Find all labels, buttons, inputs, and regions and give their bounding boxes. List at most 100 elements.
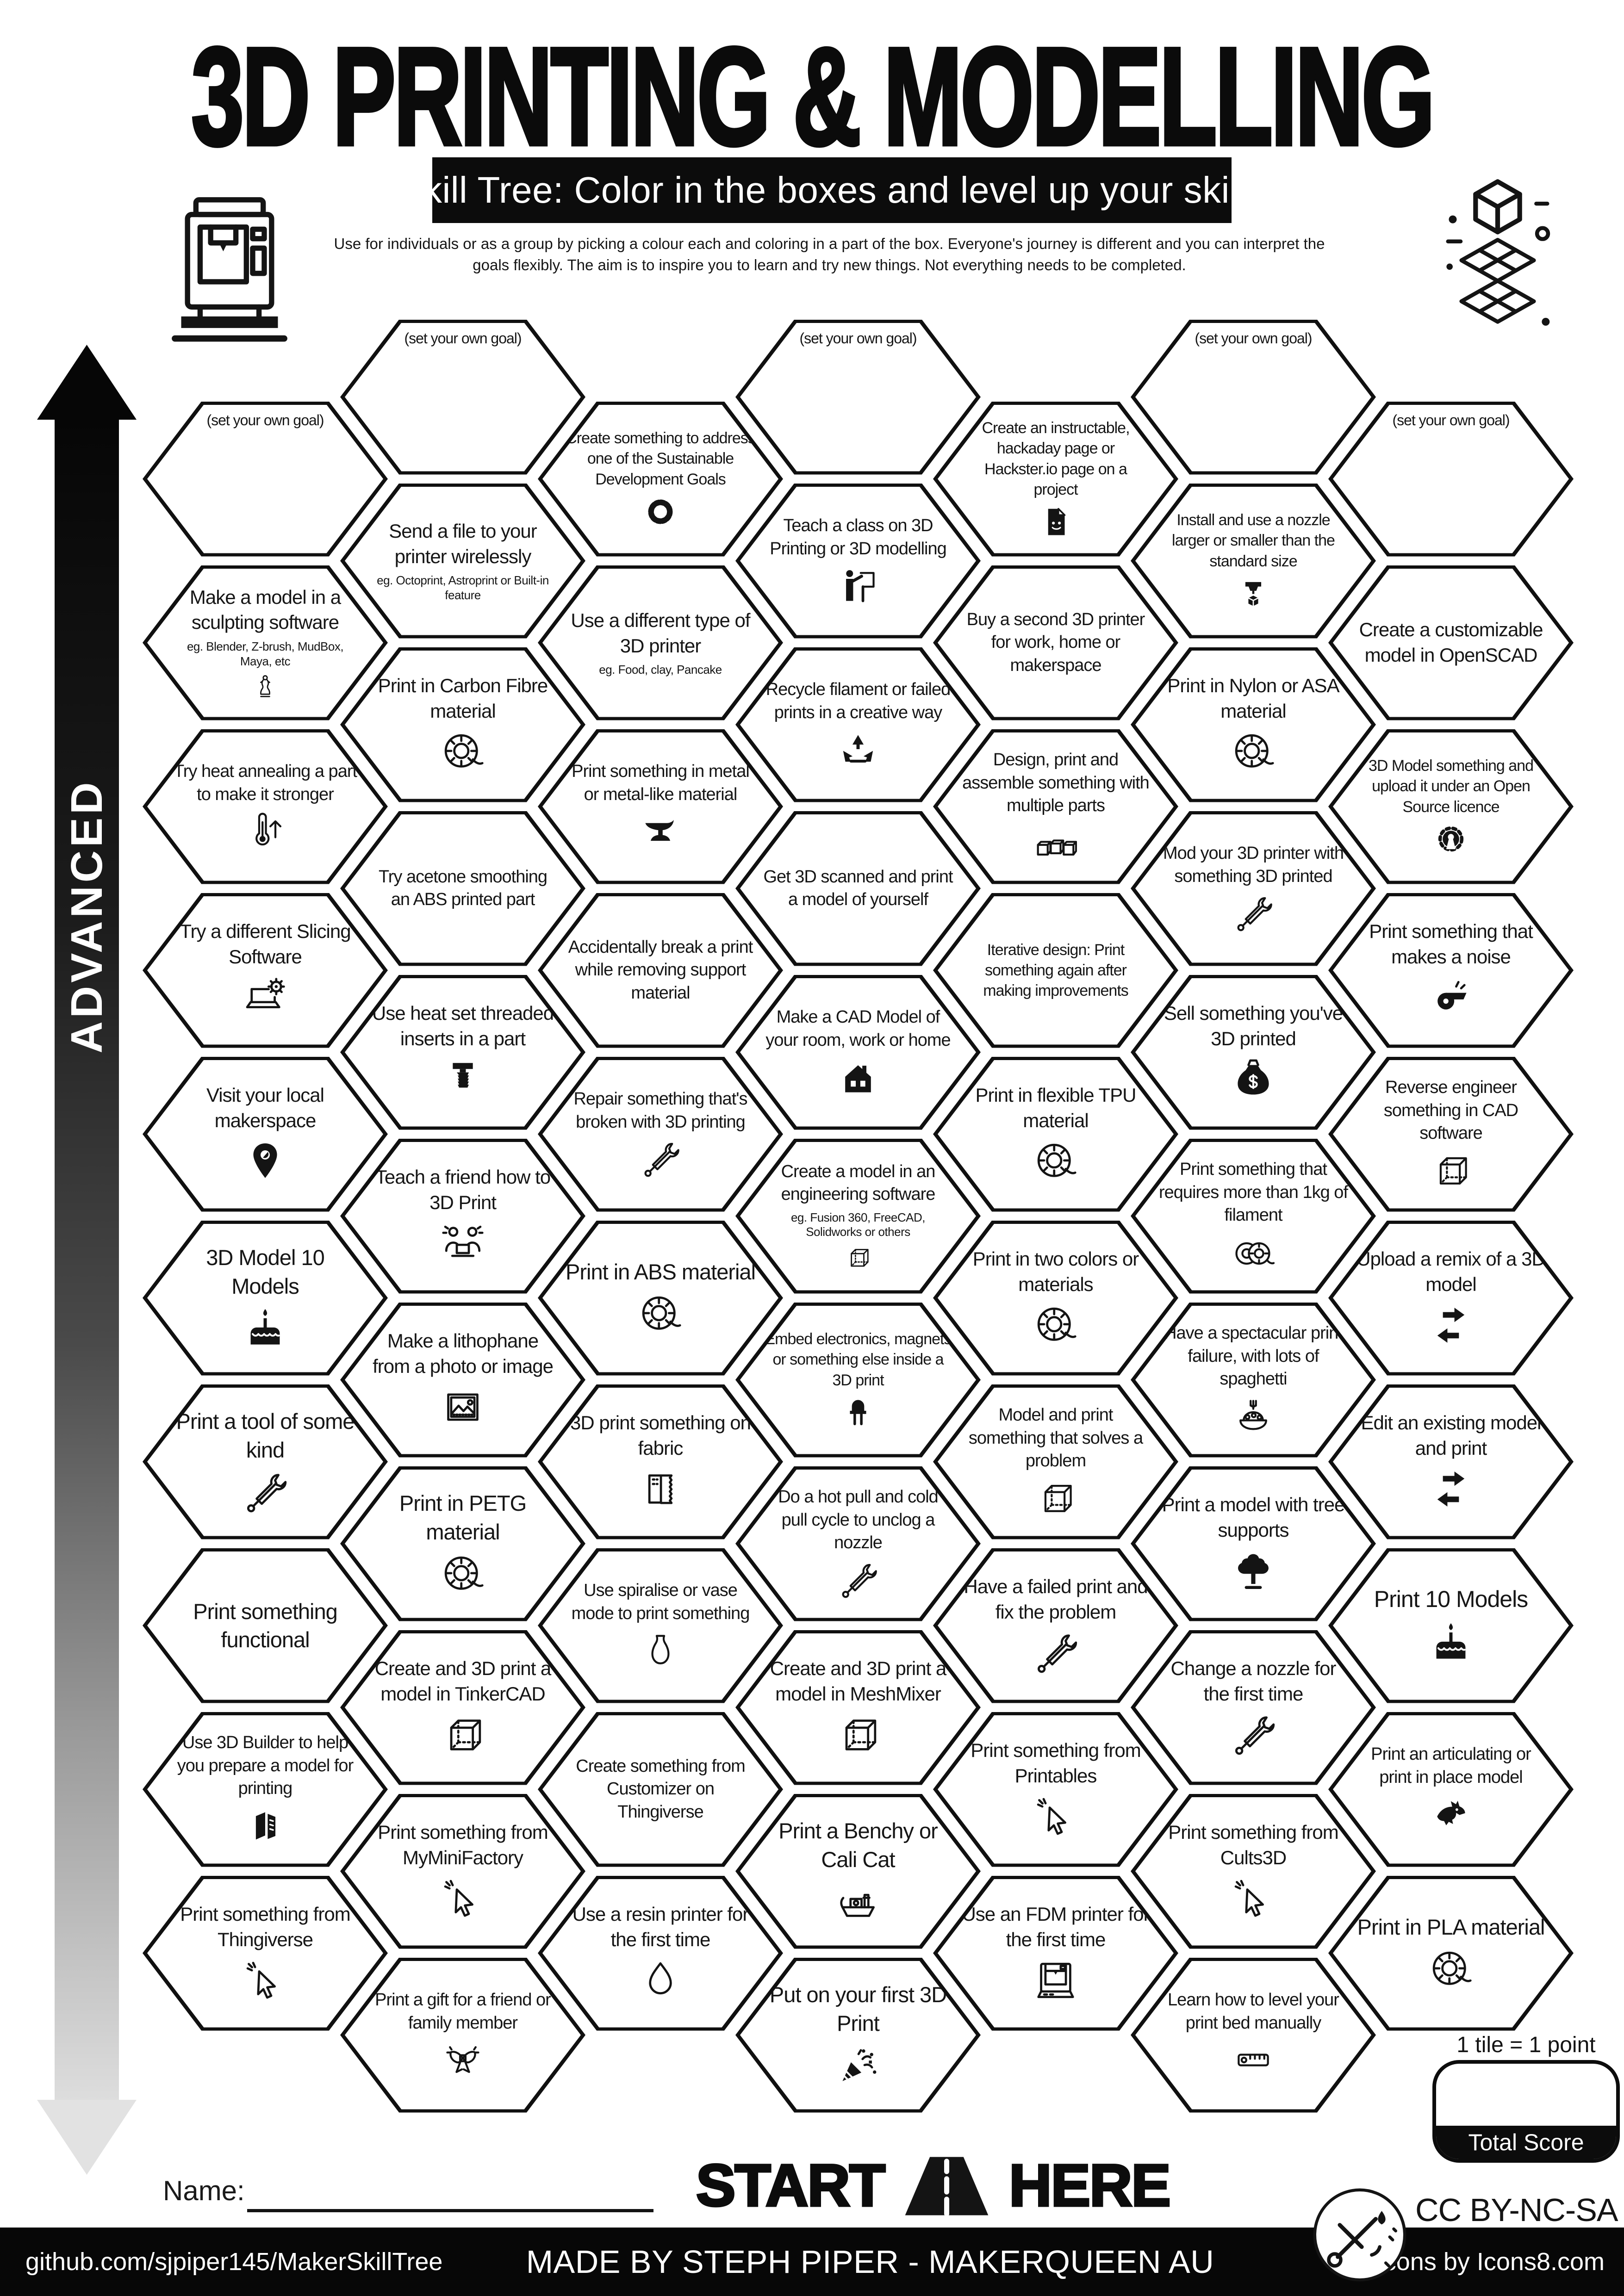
house-icon [837, 1056, 879, 1098]
hex-tile-A3: Try heat annealing a part to make it str… [143, 729, 388, 884]
hex-label: 3D print something on fabric [570, 1411, 751, 1459]
cube-dotted-icon [1430, 1149, 1472, 1192]
hex-label: Print something from Cults3D [1168, 1821, 1338, 1868]
hex-label: Design, print and assemble something wit… [962, 750, 1150, 816]
total-score-box: Total Score [1432, 2060, 1620, 2163]
hex-label: Send a file to your printer wirelessly [389, 520, 537, 567]
hex-tile-E4: Iterative design: Print something again … [933, 893, 1178, 1048]
statue-icon [251, 673, 279, 701]
hex-tile-D10: Print a Benchy or Cali Cat [735, 1793, 981, 1949]
hex-tile-F1: (set your own goal) [1131, 319, 1376, 475]
score-note: 1 tile = 1 point [1456, 2033, 1596, 2057]
hex-tile-D11: Put on your first 3D Print [735, 1957, 981, 2113]
hex-label: Try a different Slicing Software [180, 920, 351, 968]
hex-tile-F10: Print something from Cults3D [1131, 1793, 1376, 1949]
hex-label: Print in flexible TPU material [975, 1084, 1136, 1131]
hex-label: Create and 3D print a model in MeshMixer [770, 1657, 947, 1705]
hex-tile-F2: Install and use a nozzle larger or small… [1131, 483, 1376, 639]
hex-label: Iterative design: Print something again … [983, 941, 1129, 1000]
tools-icon [837, 1559, 879, 1601]
recycle-icon [837, 728, 879, 771]
hex-tile-B9: Create and 3D print a model in TinkerCAD [340, 1630, 585, 1785]
hex-tile-B6: Teach a friend how to 3D Print [340, 1138, 585, 1294]
map-pin-icon [241, 1137, 289, 1185]
hex-tile-A6: 3D Model 10 Models [143, 1220, 388, 1376]
hex-tile-C7: 3D print something on fabric [538, 1384, 783, 1539]
hex-label: Print in two colors or materials [972, 1247, 1139, 1295]
hex-tile-D5: Make a CAD Model of your room, work or h… [735, 974, 981, 1130]
whistle-icon [1427, 974, 1475, 1022]
hex-label: Make a CAD Model of your room, work or h… [765, 1007, 951, 1050]
hex-label: Print in Nylon or ASA material [1167, 674, 1339, 722]
maker-badge-icon [1310, 2185, 1410, 2285]
3d-lattice-icon [1415, 172, 1580, 357]
hex-tile-B2: Send a file to your printer wirelessly eg… [340, 483, 585, 639]
hex-tile-G7: Edit an existing model and print [1328, 1384, 1574, 1539]
hex-label: Change a nozzle for the first time [1170, 1657, 1337, 1705]
sdg-wheel-icon [642, 494, 678, 530]
hex-tile-D3: Recycle filament or failed prints in a c… [735, 647, 981, 802]
cubes-three-icon [1034, 822, 1077, 864]
tools-icon [241, 1468, 289, 1516]
hex-label: Accidentally break a print while removin… [568, 937, 753, 1003]
hex-label: Print a gift for a friend or family memb… [375, 1990, 551, 2033]
hex-label: Print something that makes a noise [1369, 920, 1533, 968]
axis-gradient-shaft [55, 414, 119, 2105]
license-text: CC BY-NC-SA 4.0 [1415, 2192, 1624, 2228]
hex-label: Print 10 Models [1374, 1586, 1528, 1612]
hex-label: Visit your local makerspace [206, 1084, 324, 1131]
level-ruler-icon [1232, 2039, 1275, 2081]
tools-icon [1232, 892, 1275, 935]
filament-spool-icon [636, 1290, 684, 1338]
hex-label: Recycle filament or failed prints in a c… [765, 680, 951, 722]
hex-label: Print in PETG material [399, 1491, 527, 1544]
hex-tile-B3: Print in Carbon Fibre material [340, 647, 585, 802]
hex-label: Print a Benchy or Cali Cat [778, 1818, 938, 1872]
filament-spool-icon [1032, 1301, 1080, 1349]
hex-tile-A5: Visit your local makerspace [143, 1056, 388, 1212]
hex-tile-D4: Get 3D scanned and print a model of your… [735, 811, 981, 966]
hex-label: Do a hot pull and cold pull cycle to unc… [778, 1487, 939, 1553]
tools-icon [1032, 1629, 1080, 1677]
hex-label: Sell something you've 3D printed [1164, 1002, 1343, 1049]
hex-tile-B1: (set your own goal) [340, 319, 585, 475]
hex-tile-F6: Print something that requires more than … [1131, 1138, 1376, 1294]
hex-label: Create a customizable model in OpenSCAD [1359, 619, 1543, 666]
difficulty-axis: ADVANCED BASICS [37, 345, 137, 2296]
hex-tile-G5: Reverse engineer something in CAD softwa… [1328, 1056, 1574, 1212]
filament-spool-icon [439, 728, 487, 776]
hex-label: Have a failed print and fix the problem [964, 1575, 1148, 1623]
hex-label: Print something that requires more than … [1158, 1160, 1348, 1225]
hex-tile-C10: Use a resin printer for the first time [538, 1875, 783, 2031]
spaghetti-bowl-icon [1232, 1395, 1275, 1438]
hex-tile-E1: Create an instructable, hackaday page or… [933, 401, 1178, 557]
hex-label: Print a model with tree supports [1162, 1493, 1345, 1541]
hex-tile-B11: Print a gift for a friend or family memb… [340, 1957, 585, 2113]
hex-tile-D9: Create and 3D print a model in MeshMixer [735, 1630, 981, 1785]
3d-printer-icon [155, 185, 304, 348]
hex-label: Use a different type of 3D printer [571, 609, 750, 657]
hex-tile-E5: Print in flexible TPU material [933, 1056, 1178, 1212]
hex-label: 3D Model 10 Models [206, 1245, 325, 1298]
start-label: START [695, 2153, 886, 2219]
hex-label: Get 3D scanned and print a model of your… [763, 867, 953, 909]
hex-label: Use a resin printer for the first time [572, 1903, 749, 1950]
hex-tile-E10: Use an FDM printer for the first time [933, 1875, 1178, 2031]
hex-label: Embed electronics, magnets or something … [765, 1330, 952, 1389]
threaded-insert-icon [439, 1055, 487, 1104]
hex-tile-G8: Print 10 Models [1328, 1548, 1574, 1703]
thermometer-up-icon [244, 810, 286, 853]
footer-icons-credit: Icons by Icons8.com [1376, 2248, 1605, 2276]
footer-credit: MADE BY STEPH PIPER - MAKERQUEEN AU [526, 2244, 1214, 2280]
hex-label: Print something from Printables [971, 1739, 1141, 1787]
cursor-click-icon [1032, 1793, 1080, 1841]
footer-github: github.com/sjpiper145/MakerSkillTree [25, 2248, 443, 2276]
hex-label: Edit an existing model and print [1361, 1411, 1542, 1459]
cake-icon [1427, 1619, 1475, 1667]
hex-tile-B7: Make a lithophane from a photo or image [340, 1302, 585, 1458]
hex-tile-G6: Upload a remix of a 3D model [1328, 1220, 1574, 1376]
hex-tile-D8: Do a hot pull and cold pull cycle to unc… [735, 1466, 981, 1621]
hex-label: Use spiralise or vase mode to print some… [571, 1581, 750, 1623]
hex-tile-A7: Print a tool of some kind [143, 1384, 388, 1539]
